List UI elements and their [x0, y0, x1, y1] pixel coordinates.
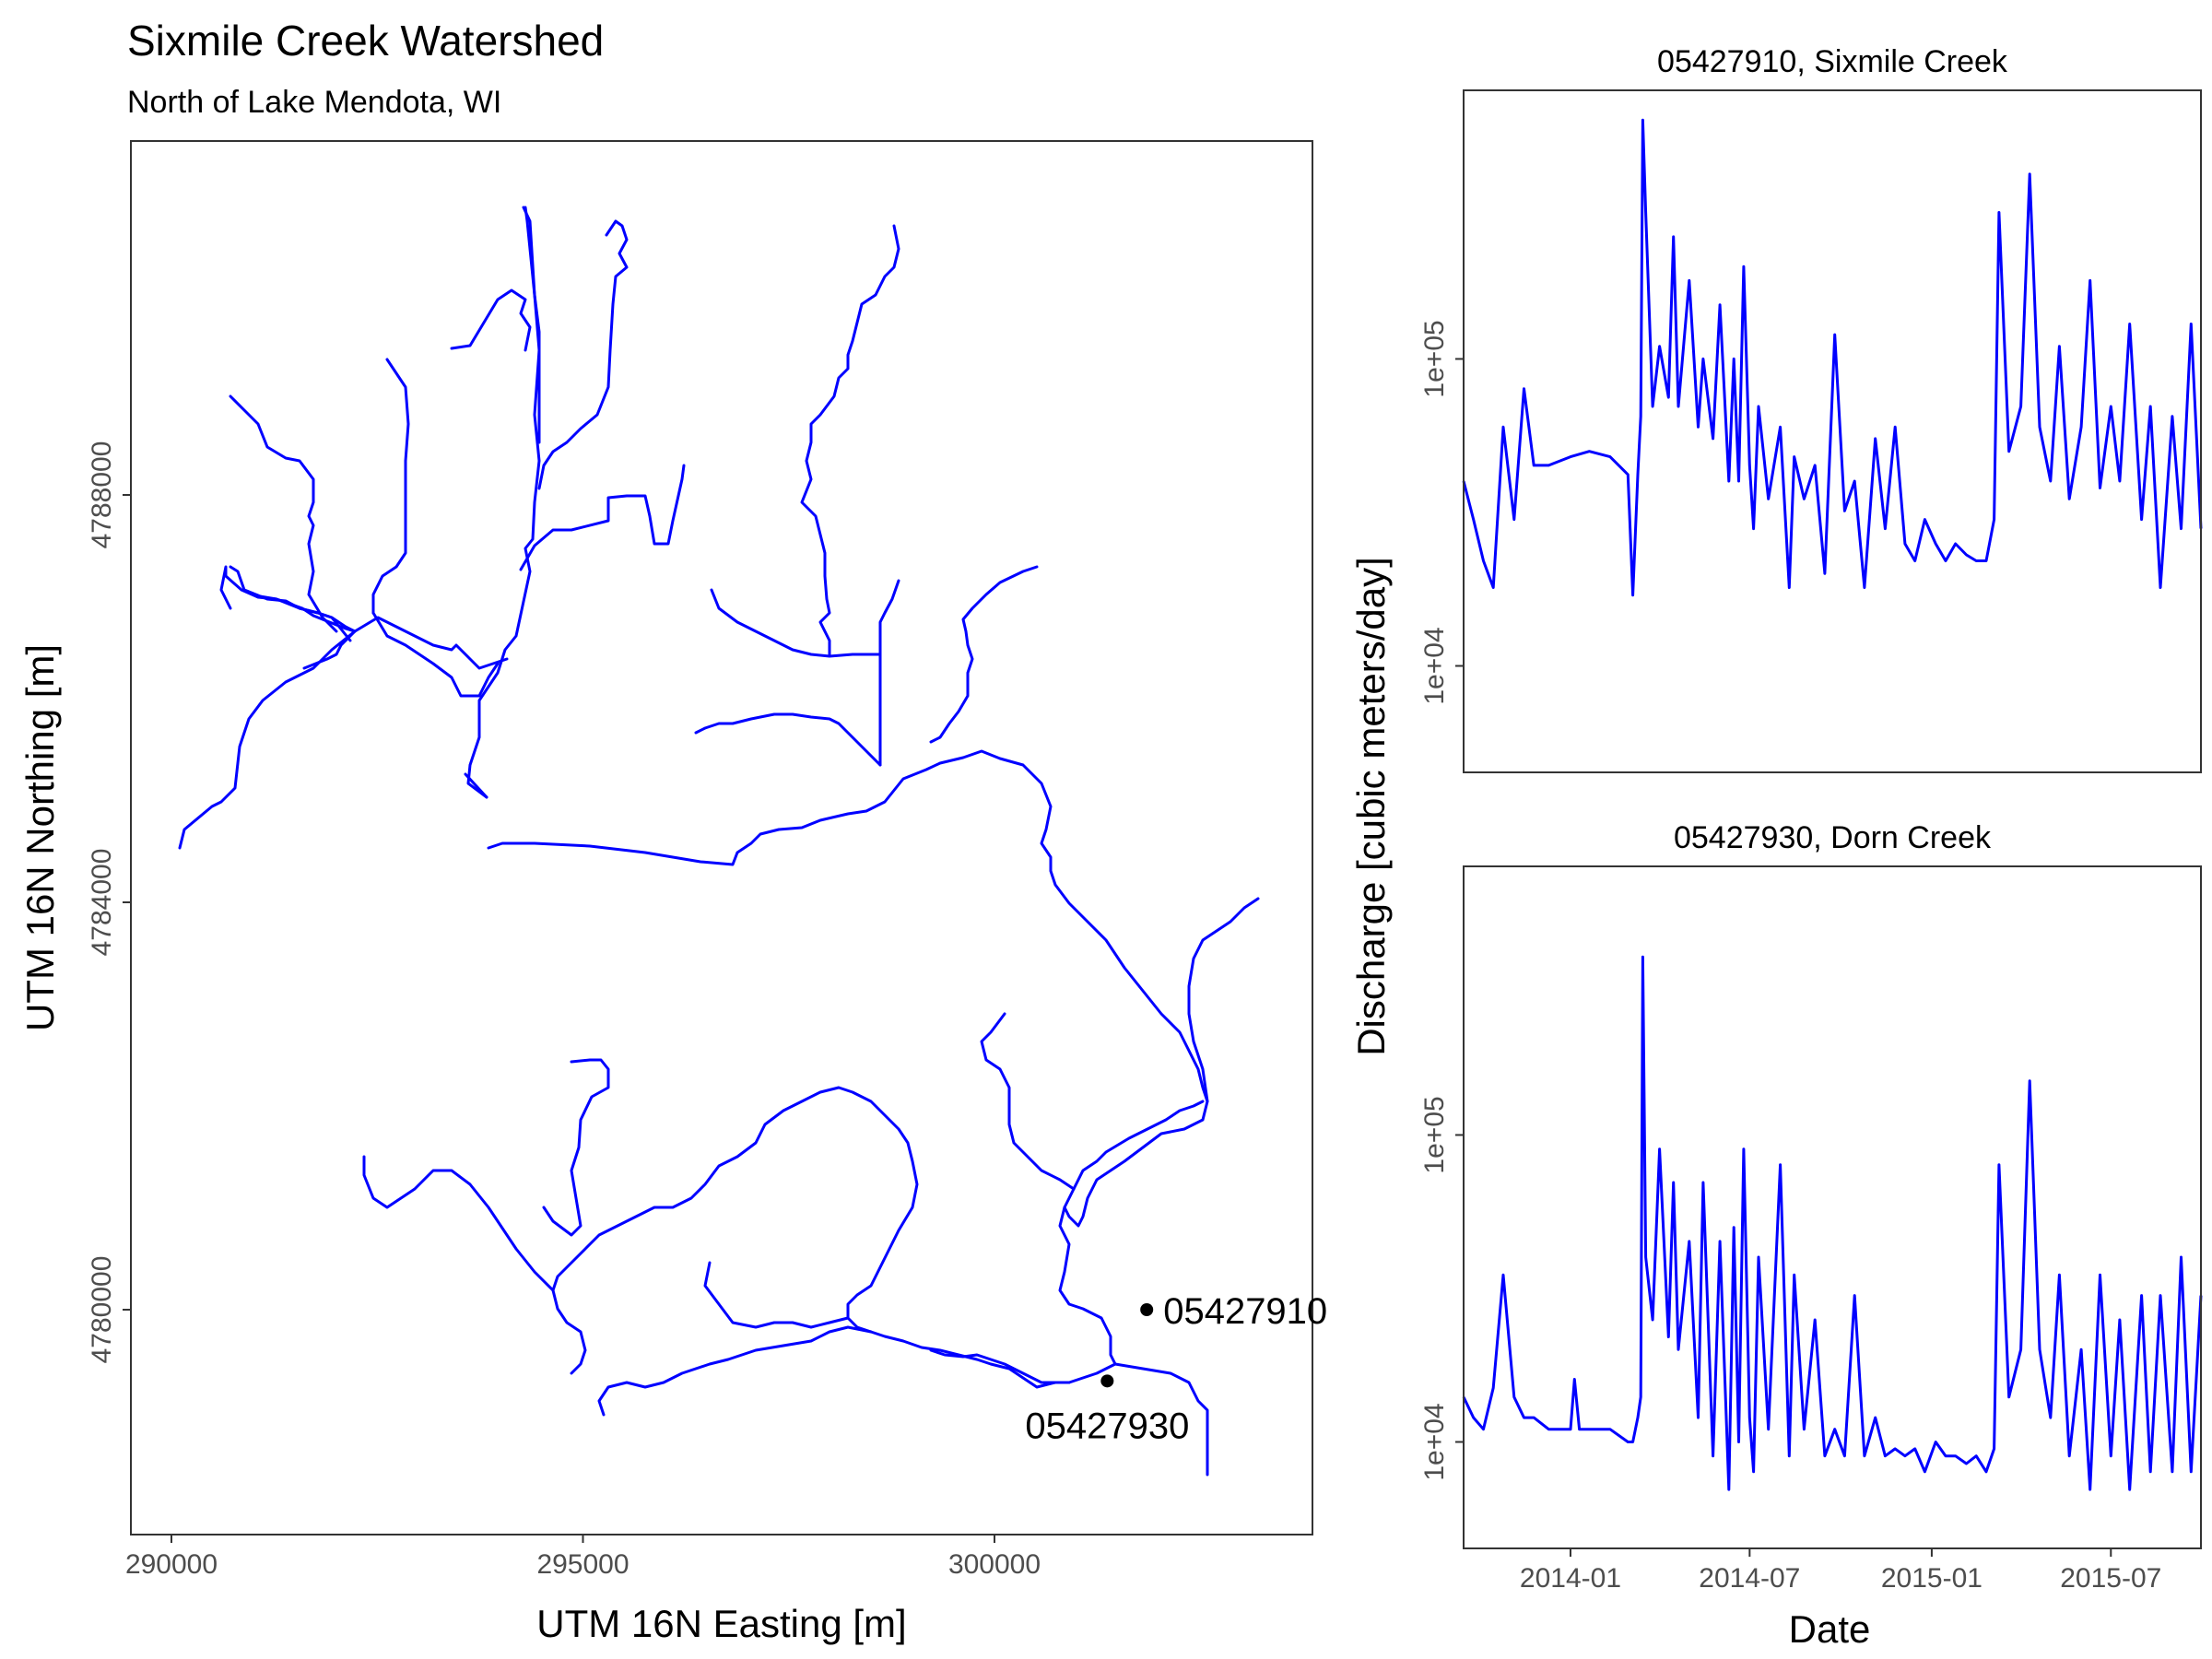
stream-segment [362, 1155, 555, 1292]
stream-segment [1063, 1100, 1205, 1209]
map-x-tick-label: 300000 [948, 1549, 1041, 1580]
stream-segment [929, 565, 1039, 744]
stream-segment [878, 579, 900, 656]
gauge-point-05427910 [1140, 1303, 1154, 1316]
hydro-y-axis-label: Discharge [cubic meters/day] [1349, 557, 1393, 1056]
gauge-label-05427930: 05427930 [1025, 1406, 1189, 1446]
map-panel-border [130, 140, 1313, 1535]
hydro-panel-title: 05427910, Sixmile Creek [1657, 44, 2008, 79]
hydro-y-tick-label: 1e+04 [1419, 1403, 1450, 1480]
hydro-panel-border [1463, 865, 2202, 1549]
stream-segment [703, 1261, 850, 1329]
stream-segment [537, 219, 629, 490]
map-title: Sixmile Creek Watershed [127, 17, 604, 65]
hydro-x-tick-label: 2015-07 [2060, 1563, 2161, 1594]
stream-segment [178, 616, 509, 850]
hydro-y-tick-label: 1e+05 [1419, 1096, 1450, 1173]
map-x-tick-label: 290000 [125, 1549, 218, 1580]
stream-network [178, 206, 1260, 1477]
stream-segment [229, 394, 338, 633]
map-y-tick-label: 4788000 [87, 441, 117, 549]
stream-segment [800, 224, 900, 656]
hydro-panel-border [1463, 89, 2202, 773]
hydro-y-tick-label: 1e+04 [1419, 627, 1450, 704]
map-axes: 290000 295000 300000 4780000 4784000 4788000 [87, 441, 1041, 1580]
hydrograph-sixmile: 05427910, Sixmile Creek 1e+04 1e+05 [1419, 44, 2203, 773]
map-y-axis-label: UTM 16N Northing [m] [18, 644, 62, 1031]
map-x-tick-label: 295000 [536, 1549, 629, 1580]
stream-segment [1187, 897, 1260, 1103]
stream-segment [929, 1348, 1071, 1384]
stream-segment [542, 1058, 610, 1237]
stream-segment [551, 1086, 1117, 1389]
hydro-x-tick-label: 2014-07 [1699, 1563, 1800, 1594]
stream-segment [519, 464, 686, 571]
stream-segment [980, 1012, 1076, 1191]
discharge-line [1462, 118, 2203, 597]
hydro-y-tick-label: 1e+05 [1419, 320, 1450, 397]
hydro-x-tick-label: 2015-01 [1881, 1563, 1983, 1594]
gauge-markers: 05427910 05427930 [1025, 1291, 1327, 1446]
stream-segment [302, 629, 357, 670]
map-y-tick-label: 4780000 [87, 1256, 117, 1364]
stream-segment [597, 1325, 873, 1417]
stream-segment [710, 588, 882, 658]
gauge-label-05427910: 05427910 [1163, 1291, 1327, 1332]
hydro-x-tick-label: 2014-01 [1520, 1563, 1621, 1594]
stream-segment [450, 288, 532, 352]
discharge-line [1462, 955, 2203, 1491]
stream-segment [522, 206, 541, 444]
gauge-point-05427930 [1100, 1374, 1114, 1388]
stream-segment [694, 712, 882, 767]
map-x-axis-label: UTM 16N Easting [m] [536, 1602, 906, 1645]
stream-segment [371, 611, 500, 698]
stream-segment [371, 358, 410, 615]
hydrograph-dorn: 05427930, Dorn Creek 1e+04 1e+05 2014-01 201… [1419, 820, 2203, 1594]
map-subtitle: North of Lake Mendota, WI [127, 85, 501, 120]
stream-segment [1058, 1100, 1209, 1477]
stream-segment [242, 588, 352, 642]
map-y-tick-label: 4784000 [87, 849, 117, 957]
stream-segment [487, 749, 1209, 1103]
hydro-panel-title: 05427930, Dorn Creek [1674, 820, 1992, 855]
stream-segment [464, 772, 488, 799]
hydro-x-axis-label: Date [1789, 1607, 1871, 1651]
